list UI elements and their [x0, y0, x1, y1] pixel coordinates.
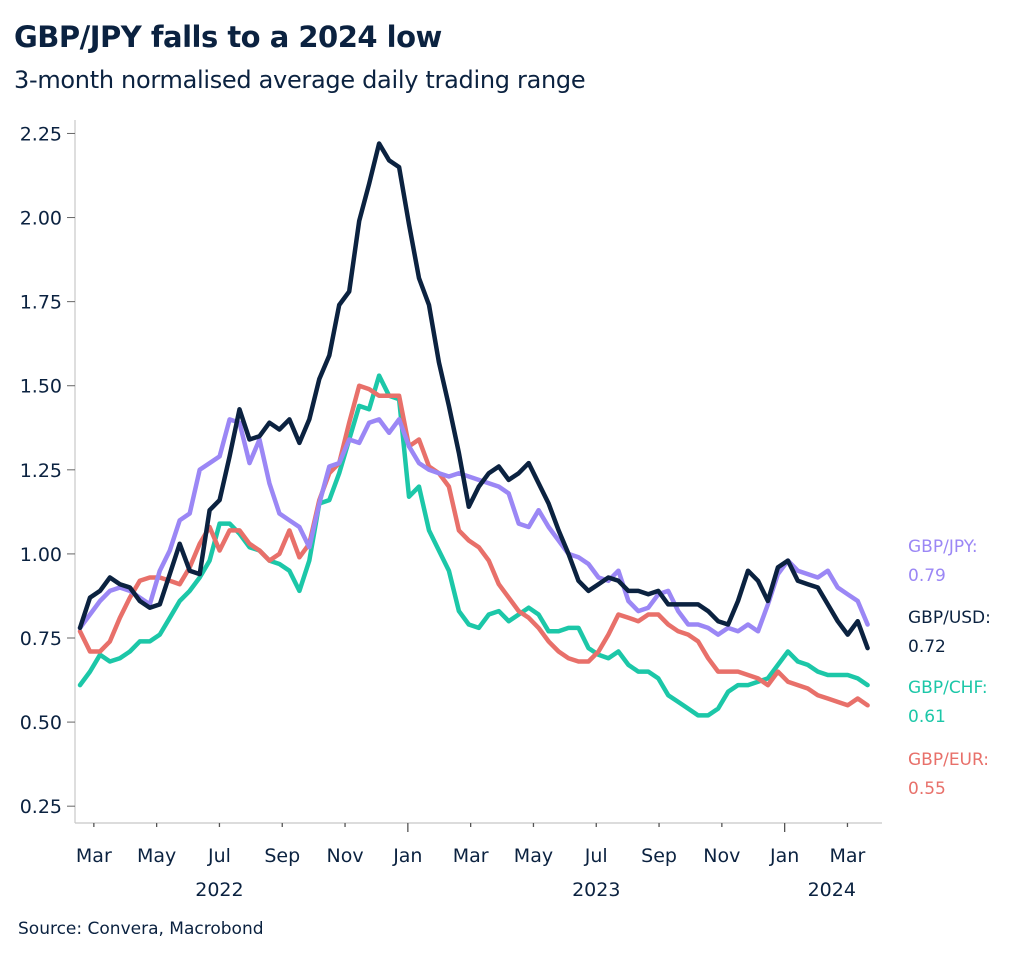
x-tick-label: May [514, 845, 553, 867]
legend-series-value: 0.79 [908, 566, 946, 586]
series-line-gbp-jpy [77, 417, 870, 637]
series-line-gbp-chf [77, 373, 870, 718]
chart-title: GBP/JPY falls to a 2024 low [14, 20, 442, 54]
x-tick-label: Mar [830, 845, 866, 867]
legend-item-gbp-eur: GBP/EUR: 0.55 [908, 750, 989, 799]
x-tick-label: Jan [392, 845, 422, 867]
legend-item-gbp-usd: GBP/USD: 0.72 [908, 608, 991, 657]
x-tick-label: Jul [207, 845, 231, 867]
legend-series-value: 0.55 [908, 779, 946, 799]
series-line-gbp-eur [77, 383, 870, 708]
x-year-label: 2024 [808, 879, 856, 901]
legend-series-value: 0.61 [908, 707, 946, 727]
y-tick-label: 2.25 [20, 123, 62, 145]
x-tick-label: Mar [76, 845, 112, 867]
y-tick-label: 1.00 [20, 544, 62, 566]
x-year-label: 2022 [195, 879, 243, 901]
x-tick-label: Sep [264, 845, 300, 867]
series-layer [77, 141, 870, 718]
x-tick-label: Nov [326, 845, 363, 867]
x-tick-label: May [137, 845, 176, 867]
x-year-label: 2023 [572, 879, 620, 901]
legend-series-value: 0.72 [908, 637, 946, 657]
x-tick-label: Jul [584, 845, 608, 867]
x-tick-label: Nov [703, 845, 740, 867]
x-tick-label: Sep [641, 845, 677, 867]
legend-series-name: GBP/USD: [908, 608, 991, 628]
y-tick-label: 0.50 [20, 712, 62, 734]
legend-series-name: GBP/EUR: [908, 750, 989, 770]
legend-series-name: GBP/JPY: [908, 537, 978, 557]
legend-item-gbp-jpy: GBP/JPY: 0.79 [908, 537, 978, 586]
series-line-gbp-usd [77, 141, 870, 651]
x-tick-label: Jan [769, 845, 799, 867]
chart-subtitle: 3-month normalised average daily trading… [14, 66, 586, 94]
y-tick-label: 1.50 [20, 376, 62, 398]
x-tick-label: Mar [453, 845, 489, 867]
legend-item-gbp-chf: GBP/CHF: 0.61 [908, 678, 988, 727]
axes: 0.25 0.50 0.75 1.00 1.25 1.50 1.75 2.00 2.25 Mar M… [20, 120, 882, 901]
y-tick-label: 1.75 [20, 292, 62, 314]
y-tick-label: 2.00 [20, 208, 62, 230]
legend: GBP/JPY:0.79GBP/USD:0.72GBP/CHF:0.61GBP/… [908, 537, 991, 799]
y-tick-label: 0.25 [20, 796, 62, 818]
source-note: Source: Convera, Macrobond [18, 919, 264, 939]
y-tick-label: 0.75 [20, 628, 62, 650]
y-tick-label: 1.25 [20, 460, 62, 482]
legend-series-name: GBP/CHF: [908, 678, 988, 698]
